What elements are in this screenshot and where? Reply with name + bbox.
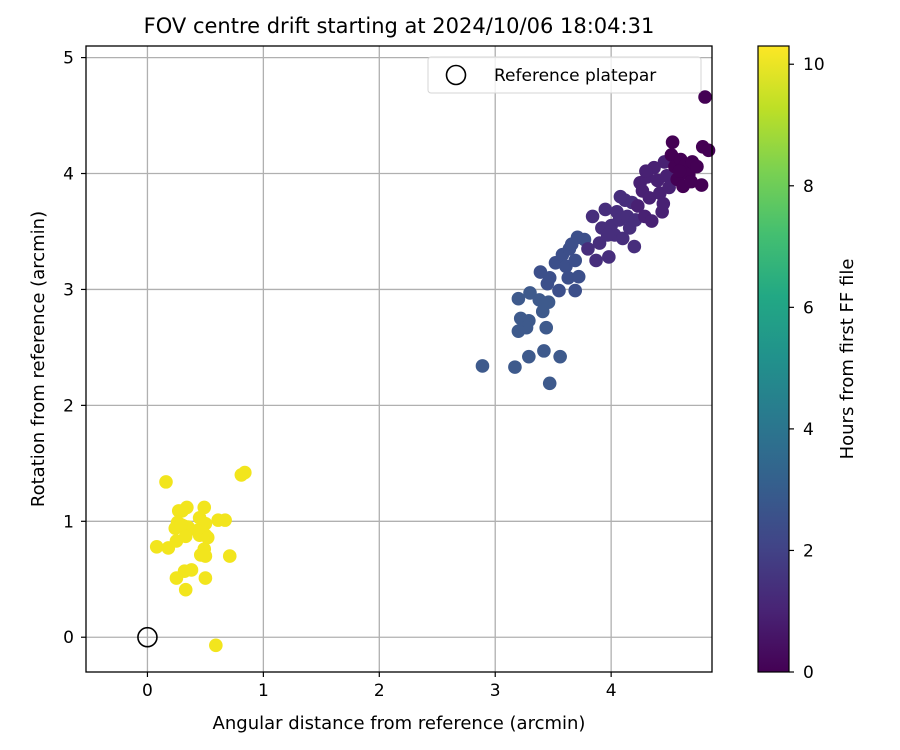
data-point xyxy=(541,295,556,309)
legend-marker-icon xyxy=(445,64,467,86)
data-point xyxy=(159,475,173,489)
data-point xyxy=(639,164,653,178)
data-point xyxy=(644,214,659,228)
colorbar-gradient xyxy=(757,45,790,673)
data-point xyxy=(656,196,671,211)
data-point xyxy=(598,202,613,217)
data-point xyxy=(602,250,616,264)
data-point xyxy=(475,359,490,373)
data-point xyxy=(571,269,586,284)
y-tick-label: 3 xyxy=(63,280,74,300)
data-point xyxy=(175,504,190,518)
data-point xyxy=(701,143,716,158)
legend-label: Reference platepar xyxy=(494,66,656,86)
data-point xyxy=(585,209,600,224)
data-point xyxy=(218,513,232,527)
data-point xyxy=(209,638,223,653)
colorbar-tick-label: 6 xyxy=(803,298,814,318)
legend: Reference platepar xyxy=(427,56,702,94)
data-point xyxy=(178,529,193,544)
data-point xyxy=(613,189,628,204)
legend-box xyxy=(427,56,702,94)
x-tick-label: 0 xyxy=(142,681,153,701)
x-tick-label: 1 xyxy=(258,681,269,701)
y-tick-label: 4 xyxy=(63,165,74,185)
data-point xyxy=(568,283,583,298)
data-point xyxy=(540,276,555,291)
data-point xyxy=(184,563,199,577)
data-point xyxy=(542,376,557,391)
data-point xyxy=(539,320,554,335)
data-point xyxy=(537,344,551,358)
x-axis-label: Angular distance from reference (arcmin) xyxy=(213,713,586,734)
data-point xyxy=(511,324,526,338)
data-point xyxy=(553,349,567,364)
data-point xyxy=(642,191,657,205)
colorbar-label: Hours from first FF file xyxy=(837,259,858,460)
colorbar-tick-label: 4 xyxy=(803,420,814,440)
data-point xyxy=(568,253,583,268)
data-point xyxy=(198,549,213,563)
y-tick-label: 5 xyxy=(63,49,74,69)
colorbar-tick-label: 10 xyxy=(803,55,825,75)
data-point xyxy=(665,135,680,150)
data-point xyxy=(198,571,213,585)
y-axis-ticks: 0 1 2 3 4 5 xyxy=(63,49,86,648)
scatter-points xyxy=(149,90,716,653)
data-point xyxy=(522,349,536,364)
data-point xyxy=(222,549,237,563)
colorbar-tick-label: 2 xyxy=(803,541,814,561)
data-point xyxy=(149,540,164,554)
data-point xyxy=(197,500,212,515)
data-point xyxy=(600,228,615,242)
data-point xyxy=(698,90,712,104)
data-point xyxy=(523,286,537,300)
data-point xyxy=(631,199,645,213)
data-point xyxy=(694,178,709,192)
data-point xyxy=(615,231,630,246)
data-point xyxy=(200,530,215,545)
data-point xyxy=(552,283,566,298)
data-point xyxy=(672,164,687,178)
data-point xyxy=(178,582,193,597)
data-point xyxy=(174,517,188,532)
x-tick-label: 2 xyxy=(374,681,385,701)
y-tick-label: 2 xyxy=(63,396,74,416)
chart-title: FOV centre drift starting at 2024/10/06 … xyxy=(144,14,655,38)
colorbar-ticks: 0 2 4 6 8 10 xyxy=(789,55,825,683)
data-point xyxy=(238,465,252,480)
x-axis-ticks: 0 1 2 3 4 xyxy=(142,672,617,701)
y-tick-label: 1 xyxy=(63,512,74,532)
colorbar-tick-label: 0 xyxy=(803,663,814,683)
data-point xyxy=(511,291,526,306)
data-point xyxy=(561,271,576,285)
colorbar: 0 2 4 6 8 10 Hours from first FF file xyxy=(757,45,858,683)
data-point xyxy=(564,237,579,252)
data-point xyxy=(659,169,674,183)
reference-platepar-marker xyxy=(137,626,158,648)
y-tick-label: 0 xyxy=(63,628,74,648)
colorbar-tick-label: 8 xyxy=(803,177,814,197)
data-point xyxy=(690,159,704,174)
data-point xyxy=(684,174,698,189)
data-point xyxy=(169,571,184,585)
x-grid xyxy=(146,46,612,672)
data-point xyxy=(581,242,595,256)
x-tick-label: 3 xyxy=(490,681,501,701)
data-point xyxy=(627,239,642,254)
axes-frame xyxy=(85,45,713,673)
data-point xyxy=(589,253,603,268)
y-axis-label: Rotation from reference (arcmin) xyxy=(28,211,49,507)
x-tick-label: 4 xyxy=(606,681,617,701)
data-point xyxy=(508,360,522,374)
